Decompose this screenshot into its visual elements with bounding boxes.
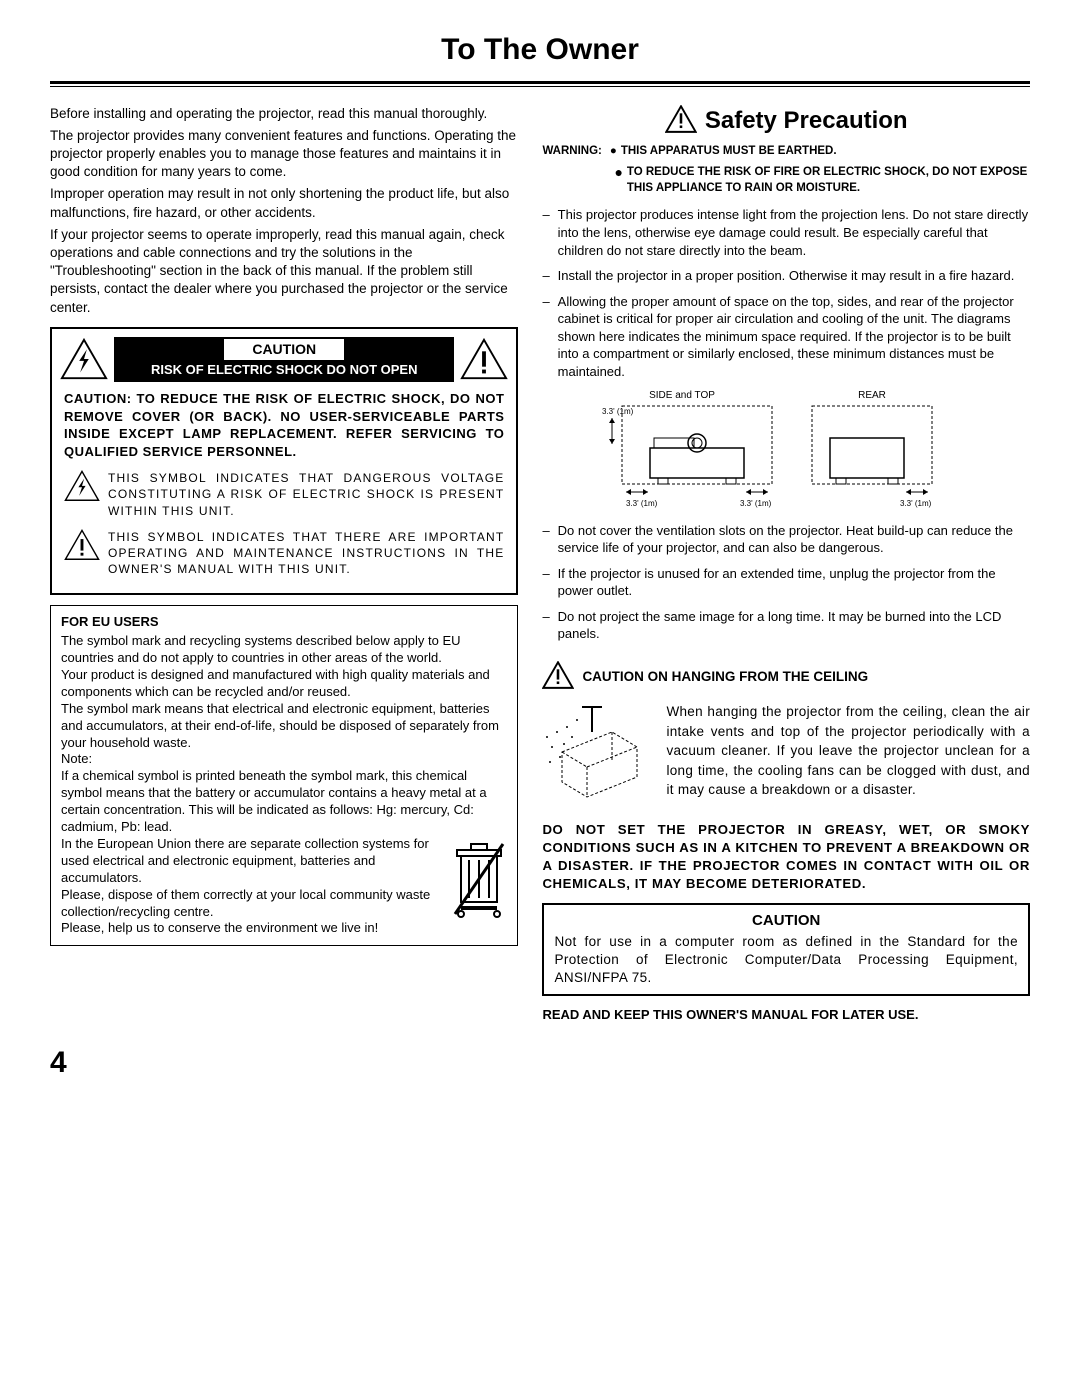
eu-p7: Please, dispose of them correctly at you…	[61, 887, 443, 921]
page-number: 4	[50, 1043, 1030, 1084]
safety-title: Safety Precaution	[705, 105, 908, 137]
right-column: Safety Precaution WARNING: ●THIS APPARAT…	[542, 105, 1030, 1024]
warning-triangle-icon	[665, 105, 697, 138]
exclamation-triangle-small-icon	[64, 529, 100, 566]
eu-p4: Note:	[61, 751, 507, 768]
bold-block: DO NOT SET THE PROJECTOR IN GREASY, WET,…	[542, 821, 1030, 892]
exclamation-triangle-icon	[460, 337, 508, 381]
eu-box: FOR EU USERS The symbol mark and recycli…	[50, 605, 518, 946]
eu-p2: Your product is designed and manufacture…	[61, 667, 507, 701]
dash2-1: If the projector is unused for an extend…	[558, 565, 1030, 600]
caution-main-text: CAUTION: TO REDUCE THE RISK OF ELECTRIC …	[60, 390, 508, 466]
warning-bullet-1: TO REDUCE THE RISK OF FIRE OR ELECTRIC S…	[627, 165, 1030, 196]
warning-bullets: ●TO REDUCE THE RISK OF FIRE OR ELECTRIC …	[542, 165, 1030, 196]
ceiling-text: When hanging the projector from the ceil…	[666, 702, 1030, 807]
ceiling-heading: CAUTION ON HANGING FROM THE CEILING	[542, 661, 1030, 694]
eu-p6: In the European Union there are separate…	[61, 836, 443, 887]
ceiling-diagram-icon	[542, 702, 652, 807]
risk-label: RISK OF ELECTRIC SHOCK DO NOT OPEN	[118, 362, 450, 378]
symbol-row-1: THIS SYMBOL INDICATES THAT DANGEROUS VOL…	[60, 466, 508, 519]
dash1-1: Install the projector in a proper positi…	[558, 267, 1015, 285]
caution-black-band: CAUTION RISK OF ELECTRIC SHOCK DO NOT OP…	[114, 337, 454, 382]
caution2-title: CAUTION	[554, 911, 1018, 931]
page-title: To The Owner	[50, 30, 1030, 81]
warning-bullet-0: THIS APPARATUS MUST BE EARTHED.	[621, 144, 837, 160]
intro-para-3: Improper operation may result in not onl…	[50, 185, 518, 221]
caution-label: CAUTION	[224, 339, 344, 360]
dash-list-2: –Do not cover the ventilation slots on t…	[542, 522, 1030, 643]
caution-box-2: CAUTION Not for use in a computer room a…	[542, 903, 1030, 996]
eu-p3: The symbol mark means that electrical an…	[61, 701, 507, 752]
caution-triangle-icon	[542, 661, 574, 694]
dash2-0: Do not cover the ventilation slots on th…	[558, 522, 1030, 557]
clearance-diagram: SIDE and TOP REAR 3.3' (1m) 3.3' (1m)	[582, 388, 942, 513]
eu-p5: If a chemical symbol is printed beneath …	[61, 768, 507, 836]
intro-para-1: Before installing and operating the proj…	[50, 105, 518, 123]
svg-text:3.3' (1m): 3.3' (1m)	[740, 499, 772, 508]
warning-line: WARNING: ●THIS APPARATUS MUST BE EARTHED…	[542, 144, 1030, 160]
svg-text:3.3' (1m): 3.3' (1m)	[900, 499, 932, 508]
eu-title: FOR EU USERS	[61, 614, 507, 631]
main-columns: Before installing and operating the proj…	[50, 105, 1030, 1024]
svg-text:3.3' (1m): 3.3' (1m)	[626, 499, 658, 508]
symbol-text-1: THIS SYMBOL INDICATES THAT DANGEROUS VOL…	[108, 470, 504, 519]
recycle-bin-icon	[451, 840, 507, 925]
side-top-label: SIDE and TOP	[650, 390, 716, 401]
rear-label: REAR	[859, 390, 887, 401]
dash-list-1: –This projector produces intense light f…	[542, 206, 1030, 380]
eu-p1: The symbol mark and recycling systems de…	[61, 633, 507, 667]
dash1-0: This projector produces intense light fr…	[558, 206, 1030, 259]
dash2-2: Do not project the same image for a long…	[558, 608, 1030, 643]
dash1-2: Allowing the proper amount of space on t…	[558, 293, 1030, 381]
svg-text:3.3' (1m): 3.3' (1m)	[602, 407, 634, 416]
lightning-triangle-icon	[60, 337, 108, 381]
intro-para-2: The projector provides many convenient f…	[50, 127, 518, 182]
title-divider	[50, 81, 1030, 87]
ceiling-row: When hanging the projector from the ceil…	[542, 702, 1030, 807]
lightning-triangle-small-icon	[64, 470, 100, 507]
left-column: Before installing and operating the proj…	[50, 105, 518, 1024]
symbol-text-2: THIS SYMBOL INDICATES THAT THERE ARE IMP…	[108, 529, 504, 578]
warning-label: WARNING:	[542, 144, 601, 160]
intro-para-4: If your projector seems to operate impro…	[50, 226, 518, 317]
ceiling-title: CAUTION ON HANGING FROM THE CEILING	[582, 668, 868, 686]
read-keep: READ AND KEEP THIS OWNER'S MANUAL FOR LA…	[542, 1006, 1030, 1024]
caution-box: CAUTION RISK OF ELECTRIC SHOCK DO NOT OP…	[50, 327, 518, 595]
symbol-row-2: THIS SYMBOL INDICATES THAT THERE ARE IMP…	[60, 525, 508, 578]
eu-p8: Please, help us to conserve the environm…	[61, 920, 443, 937]
safety-heading: Safety Precaution	[542, 105, 1030, 138]
caution-header: CAUTION RISK OF ELECTRIC SHOCK DO NOT OP…	[60, 337, 508, 382]
caution2-body: Not for use in a computer room as define…	[554, 933, 1018, 988]
